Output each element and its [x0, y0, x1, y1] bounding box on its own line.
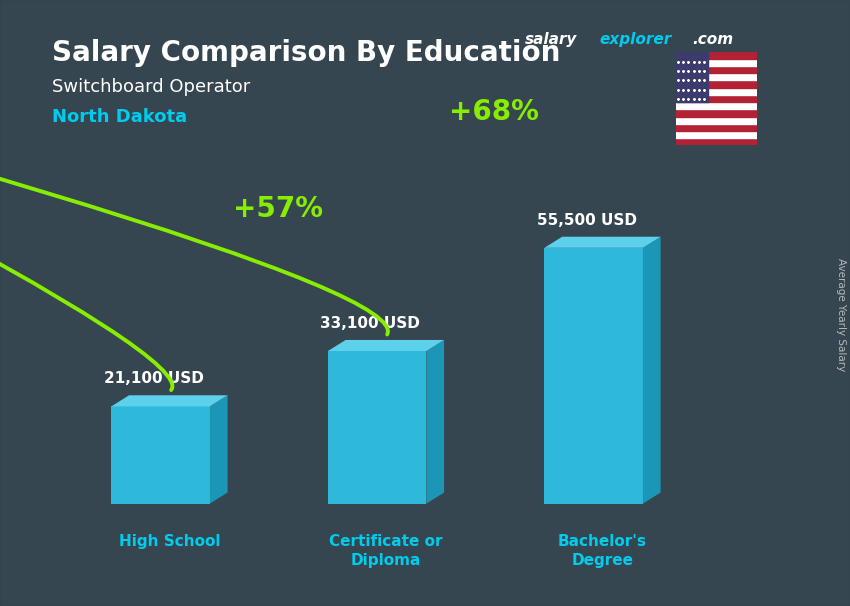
Bar: [676, 66, 756, 73]
Bar: [676, 59, 756, 66]
Text: High School: High School: [119, 533, 220, 548]
Bar: [676, 109, 756, 116]
Text: Average Yearly Salary: Average Yearly Salary: [836, 259, 846, 371]
Text: Switchboard Operator: Switchboard Operator: [53, 78, 251, 96]
Polygon shape: [111, 395, 228, 407]
Bar: [676, 73, 756, 81]
Bar: [676, 88, 756, 95]
Bar: [676, 102, 756, 109]
Polygon shape: [328, 340, 444, 351]
Bar: [676, 95, 756, 102]
Text: 33,100 USD: 33,100 USD: [320, 316, 420, 331]
Bar: [676, 124, 756, 131]
Text: Bachelor's
Degree: Bachelor's Degree: [558, 533, 647, 568]
Polygon shape: [545, 237, 660, 248]
Bar: [676, 138, 756, 145]
Bar: [676, 52, 708, 102]
Polygon shape: [427, 340, 444, 504]
Text: 55,500 USD: 55,500 USD: [536, 213, 637, 228]
Polygon shape: [643, 237, 660, 504]
Text: +68%: +68%: [450, 98, 539, 127]
Text: .com: .com: [692, 32, 734, 47]
Polygon shape: [328, 351, 427, 504]
Text: 21,100 USD: 21,100 USD: [104, 371, 204, 386]
Text: North Dakota: North Dakota: [53, 108, 188, 126]
Text: +57%: +57%: [233, 195, 323, 223]
Polygon shape: [210, 395, 228, 504]
Polygon shape: [545, 248, 643, 504]
Bar: [676, 116, 756, 124]
Text: Salary Comparison By Education: Salary Comparison By Education: [53, 39, 561, 67]
Bar: [676, 81, 756, 88]
Polygon shape: [111, 407, 210, 504]
Text: Certificate or
Diploma: Certificate or Diploma: [329, 533, 443, 568]
Bar: [676, 131, 756, 138]
Text: explorer: explorer: [599, 32, 672, 47]
Text: salary: salary: [524, 32, 577, 47]
Bar: [676, 52, 756, 59]
